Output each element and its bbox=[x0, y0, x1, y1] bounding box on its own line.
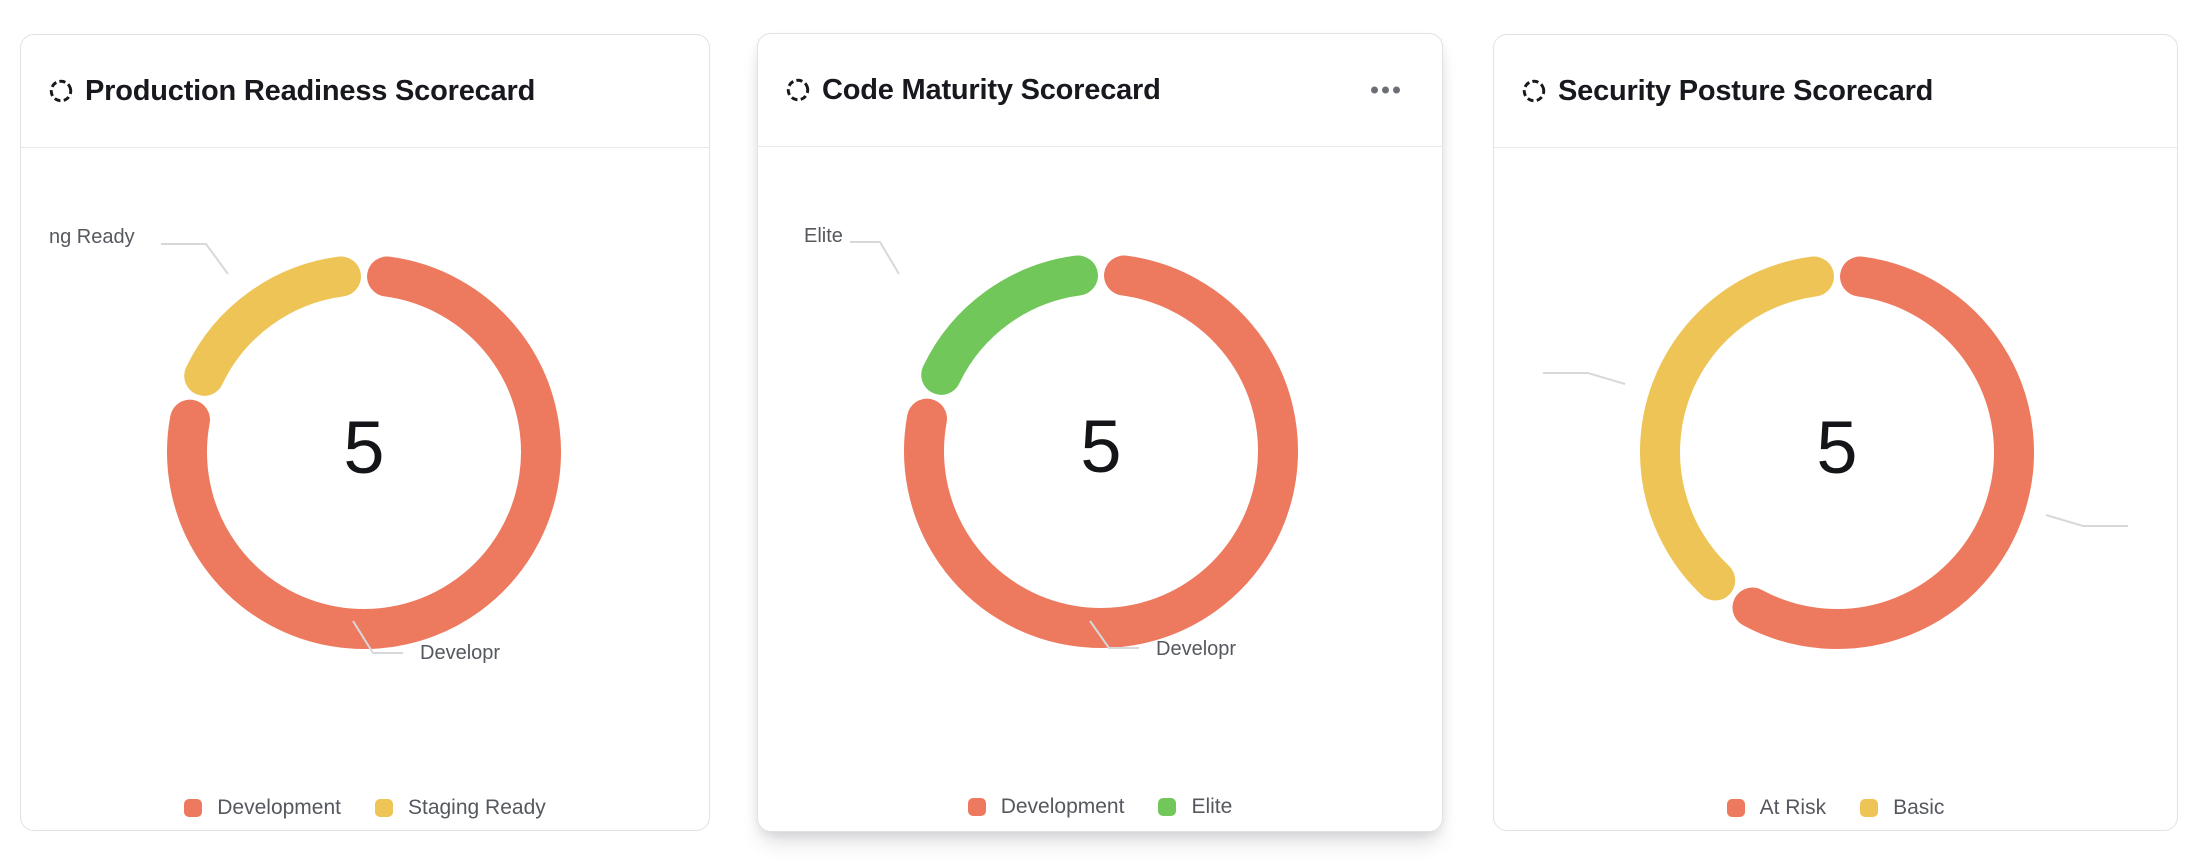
card-header: Code Maturity Scorecard bbox=[758, 34, 1442, 147]
legend-item-elite[interactable]: Elite bbox=[1158, 795, 1232, 819]
chart-legend: At Risk Basic bbox=[1494, 796, 2177, 820]
callout-leader-line bbox=[352, 620, 403, 654]
donut-slice-basic[interactable] bbox=[1640, 256, 1834, 601]
donut-chart-svg bbox=[161, 243, 561, 654]
donut-slice-development[interactable] bbox=[904, 255, 1298, 648]
callout-leader-line bbox=[161, 243, 229, 275]
chart-center-value: 5 bbox=[1080, 405, 1122, 488]
donut-slice-elite[interactable] bbox=[921, 255, 1098, 395]
legend-label: Staging Ready bbox=[407, 796, 546, 819]
more-options-button[interactable] bbox=[1363, 79, 1408, 102]
donut-chart[interactable]: 5 At Risk Basic bbox=[1494, 148, 2177, 832]
callout-leader-line bbox=[850, 241, 900, 275]
donut-slice-at-risk[interactable] bbox=[1732, 256, 2034, 649]
legend-item-at-risk[interactable]: At Risk bbox=[1726, 796, 1827, 820]
chart-legend: Development Staging Ready bbox=[21, 796, 709, 820]
card-header: Production Readiness Scorecard bbox=[21, 35, 709, 148]
callout-leader-line bbox=[2045, 514, 2128, 527]
legend-swatch bbox=[967, 798, 986, 816]
chart-center-value: 5 bbox=[1816, 406, 1858, 489]
legend-swatch bbox=[1860, 799, 1879, 817]
chart-center-value: 5 bbox=[343, 406, 385, 489]
callout-leader-line bbox=[1089, 620, 1139, 649]
chart-legend: Development Elite bbox=[758, 795, 1442, 819]
legend-label: Basic bbox=[1893, 796, 1945, 819]
callout-label: Elite bbox=[804, 225, 843, 247]
donut-chart-svg bbox=[850, 241, 1298, 649]
legend-swatch bbox=[1726, 799, 1745, 817]
donut-chart[interactable]: 5 Development Elite Elite Developr bbox=[758, 147, 1442, 831]
donut-slice-development[interactable] bbox=[167, 256, 561, 649]
card-title: Code Maturity Scorecard bbox=[822, 73, 1161, 106]
callout-label: Developr bbox=[1156, 638, 1237, 660]
card-security-posture-scorecard: Security Posture Scorecard 5 At Risk Basi… bbox=[1493, 34, 2178, 831]
legend-item-basic[interactable]: Basic bbox=[1860, 796, 1944, 820]
dashed-circle-scorecard-icon bbox=[49, 79, 73, 103]
legend-label: Development bbox=[1000, 795, 1125, 818]
card-header: Security Posture Scorecard bbox=[1494, 35, 2177, 148]
card-title: Production Readiness Scorecard bbox=[85, 74, 536, 107]
legend-item-development[interactable]: Development bbox=[967, 795, 1125, 819]
card-title: Security Posture Scorecard bbox=[1558, 74, 1934, 107]
donut-chart-svg bbox=[1543, 256, 2128, 649]
legend-label: At Risk bbox=[1759, 796, 1827, 819]
card-code-maturity-scorecard: Code Maturity Scorecard 5 Development Eli… bbox=[757, 33, 1443, 832]
legend-swatch bbox=[184, 799, 203, 817]
card-production-readiness-scorecard: Production Readiness Scorecard 5 Develop… bbox=[20, 34, 710, 831]
legend-swatch bbox=[1158, 798, 1177, 816]
callout-label: Developr bbox=[420, 642, 501, 664]
callout-leader-line bbox=[1543, 372, 1626, 385]
legend-label: Development bbox=[217, 796, 341, 819]
dashed-circle-scorecard-icon bbox=[786, 78, 810, 102]
callout-label: ng Ready bbox=[49, 226, 135, 248]
legend-label: Elite bbox=[1191, 795, 1233, 818]
legend-swatch bbox=[374, 799, 393, 817]
donut-slice-staging-ready[interactable] bbox=[184, 256, 361, 396]
legend-item-development[interactable]: Development bbox=[184, 796, 341, 820]
donut-chart[interactable]: 5 Development Staging Ready ng Ready Devel… bbox=[21, 148, 709, 832]
legend-item-staging-ready[interactable]: Staging Ready bbox=[374, 796, 546, 820]
dashed-circle-scorecard-icon bbox=[1522, 79, 1546, 103]
